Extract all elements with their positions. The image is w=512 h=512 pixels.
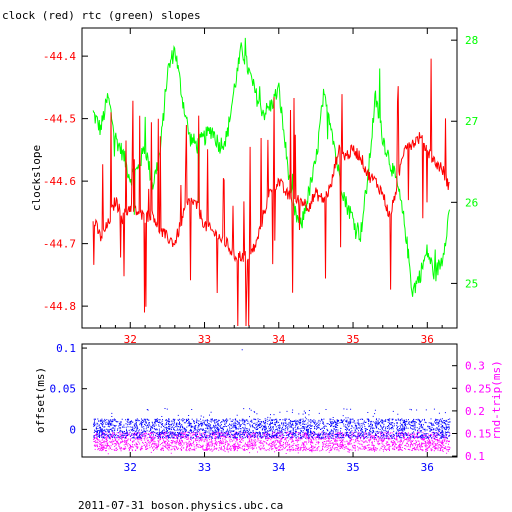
slopes-y-tick-label: -44.6: [43, 175, 76, 188]
rnd-trip-y-tick-label: 0.2: [465, 405, 485, 418]
slopes-y2-tick-label: 25: [465, 277, 478, 290]
rnd-trip-y-tick-label: 0.15: [465, 427, 492, 440]
slopes-x-tick-label: 34: [272, 333, 286, 346]
slopes-y-axis-label: clockslope: [30, 145, 43, 211]
offset-x-tick-label: 36: [421, 461, 434, 474]
slopes-plot-frame: [81, 27, 458, 329]
slopes-y-axis-label-text: clockslope: [30, 145, 43, 211]
offset-y-tick-label: 0.05: [50, 383, 77, 396]
chart-title: clock (red) rtc (green) slopes: [2, 9, 201, 22]
offset-x-tick-label: 32: [124, 461, 137, 474]
slopes-y2-tick-label: 27: [465, 115, 478, 128]
offset-x-tick-label: 34: [272, 461, 286, 474]
slopes-y-tick-label: -44.4: [43, 50, 76, 63]
offset-chart: offset(ms) rnd-trip(ms) 32 33 34 35 36 0.1 0.0…: [34, 342, 503, 474]
rnd-trip-y-tick-label: 0.1: [465, 450, 485, 463]
slopes-y-tick-label: -44.5: [43, 113, 76, 126]
footer-caption: 2011-07-31 boson.physics.ubc.ca: [78, 499, 283, 512]
rtc-series-line: [92, 37, 451, 297]
rnd-trip-y-tick-label: 0.3: [465, 360, 485, 373]
slopes-y2-tick-label: 28: [465, 34, 478, 47]
slopes-y-tick-label: -44.8: [43, 300, 76, 313]
offset-plot-frame: [81, 343, 458, 458]
clock-series-line: [92, 58, 450, 327]
offset-x-tick-label: 33: [198, 461, 211, 474]
offset-y-axis-label: offset(ms): [34, 367, 47, 433]
slopes-x-tick-label: 35: [346, 333, 359, 346]
offset-y-tick-label: 0: [69, 423, 76, 436]
slopes-x-tick-label: 36: [421, 333, 434, 346]
slopes-x-tick-label: 32: [124, 333, 137, 346]
slopes-chart: clockslope 32 33 34 35 36 -44.4 -44.5 -44.6 -44.…: [30, 27, 478, 346]
offset-points: [93, 349, 451, 439]
slopes-x-tick-label: 33: [198, 333, 211, 346]
slopes-y2-tick-label: 26: [465, 196, 478, 209]
slopes-y-tick-label: -44.7: [43, 238, 76, 251]
rnd-trip-y-tick-label: 0.25: [465, 382, 492, 395]
offset-y-tick-label: 0.1: [56, 342, 76, 355]
rnd-trip-y-axis-label: rnd-trip(ms): [490, 360, 503, 439]
offset-x-tick-label: 35: [346, 461, 359, 474]
